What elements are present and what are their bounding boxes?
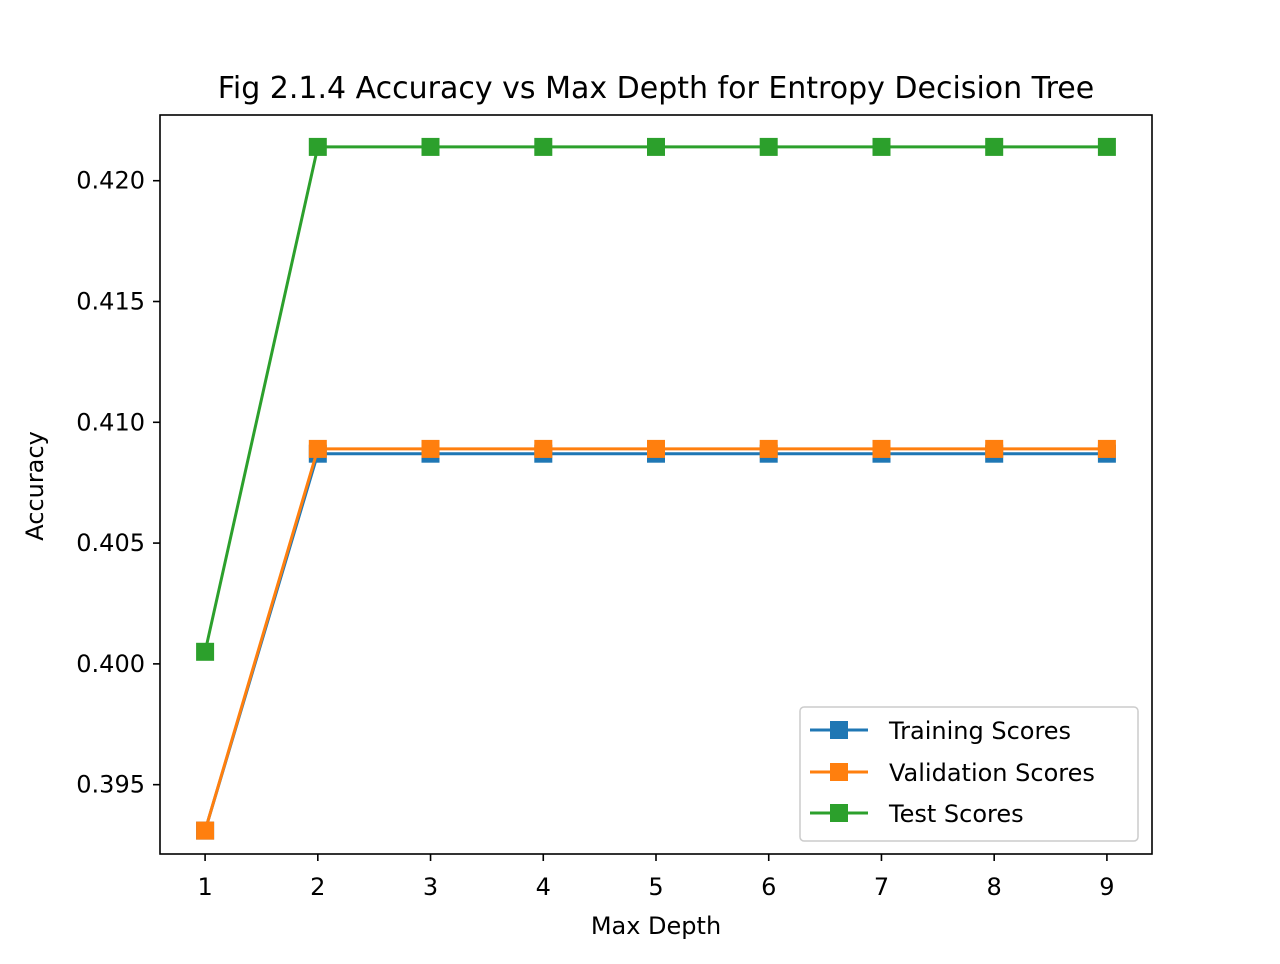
data-point-validation	[985, 439, 1004, 458]
data-point-validation	[534, 439, 553, 458]
x-tick-label: 5	[648, 873, 663, 901]
data-point-test	[421, 137, 440, 156]
axis-ticks: 1 2 3 4 5 6 7 8 9 0.395 0.400 0.405 0.410 0.415 0.420	[76, 167, 1114, 901]
series-validation	[196, 439, 1116, 840]
legend-label-validation: Validation Scores	[889, 759, 1095, 787]
y-tick-label: 0.405	[76, 529, 145, 557]
legend-marker-test	[830, 804, 848, 822]
legend-item-training: Training Scores	[810, 717, 1071, 745]
data-point-validation	[421, 439, 440, 458]
legend-marker-validation	[830, 763, 848, 781]
legend: Training Scores Validation Scores Test S…	[799, 706, 1139, 842]
x-tick-label: 6	[761, 873, 776, 901]
data-point-validation	[1097, 439, 1116, 458]
data-point-validation	[872, 439, 891, 458]
chart-title: Fig 2.1.4 Accuracy vs Max Depth for Entr…	[218, 71, 1094, 106]
x-tick-label: 4	[536, 873, 551, 901]
data-point-validation	[196, 821, 215, 840]
data-point-validation	[759, 439, 778, 458]
data-point-validation	[308, 439, 327, 458]
y-tick-label: 0.395	[76, 771, 145, 799]
data-point-test	[872, 137, 891, 156]
data-point-test	[534, 137, 553, 156]
data-point-test	[985, 137, 1004, 156]
legend-label-test: Test Scores	[888, 800, 1024, 828]
plot-area	[196, 137, 1116, 840]
series-test	[196, 137, 1116, 661]
data-point-test	[647, 137, 665, 156]
y-axis-label: Accuracy	[21, 431, 49, 541]
y-tick-label: 0.415	[76, 288, 145, 316]
data-point-test	[196, 642, 215, 661]
x-tick-label: 8	[987, 873, 1002, 901]
data-point-test	[759, 137, 778, 156]
legend-item-test: Test Scores	[810, 800, 1024, 828]
x-tick-label: 9	[1099, 873, 1114, 901]
x-tick-label: 7	[874, 873, 889, 901]
data-point-test	[1097, 137, 1116, 156]
x-tick-label: 1	[197, 873, 212, 901]
y-tick-label: 0.400	[76, 650, 145, 678]
x-tick-label: 2	[310, 873, 325, 901]
data-point-validation	[647, 439, 665, 458]
y-tick-label: 0.420	[76, 167, 145, 195]
legend-item-validation: Validation Scores	[810, 759, 1095, 787]
x-axis-label: Max Depth	[591, 912, 721, 940]
legend-box	[799, 706, 1139, 842]
x-tick-label: 3	[423, 873, 438, 901]
y-tick-label: 0.410	[76, 408, 145, 436]
legend-label-training: Training Scores	[888, 717, 1071, 745]
data-point-test	[308, 137, 327, 156]
legend-marker-training	[830, 721, 848, 739]
plot-frame	[159, 114, 1153, 855]
